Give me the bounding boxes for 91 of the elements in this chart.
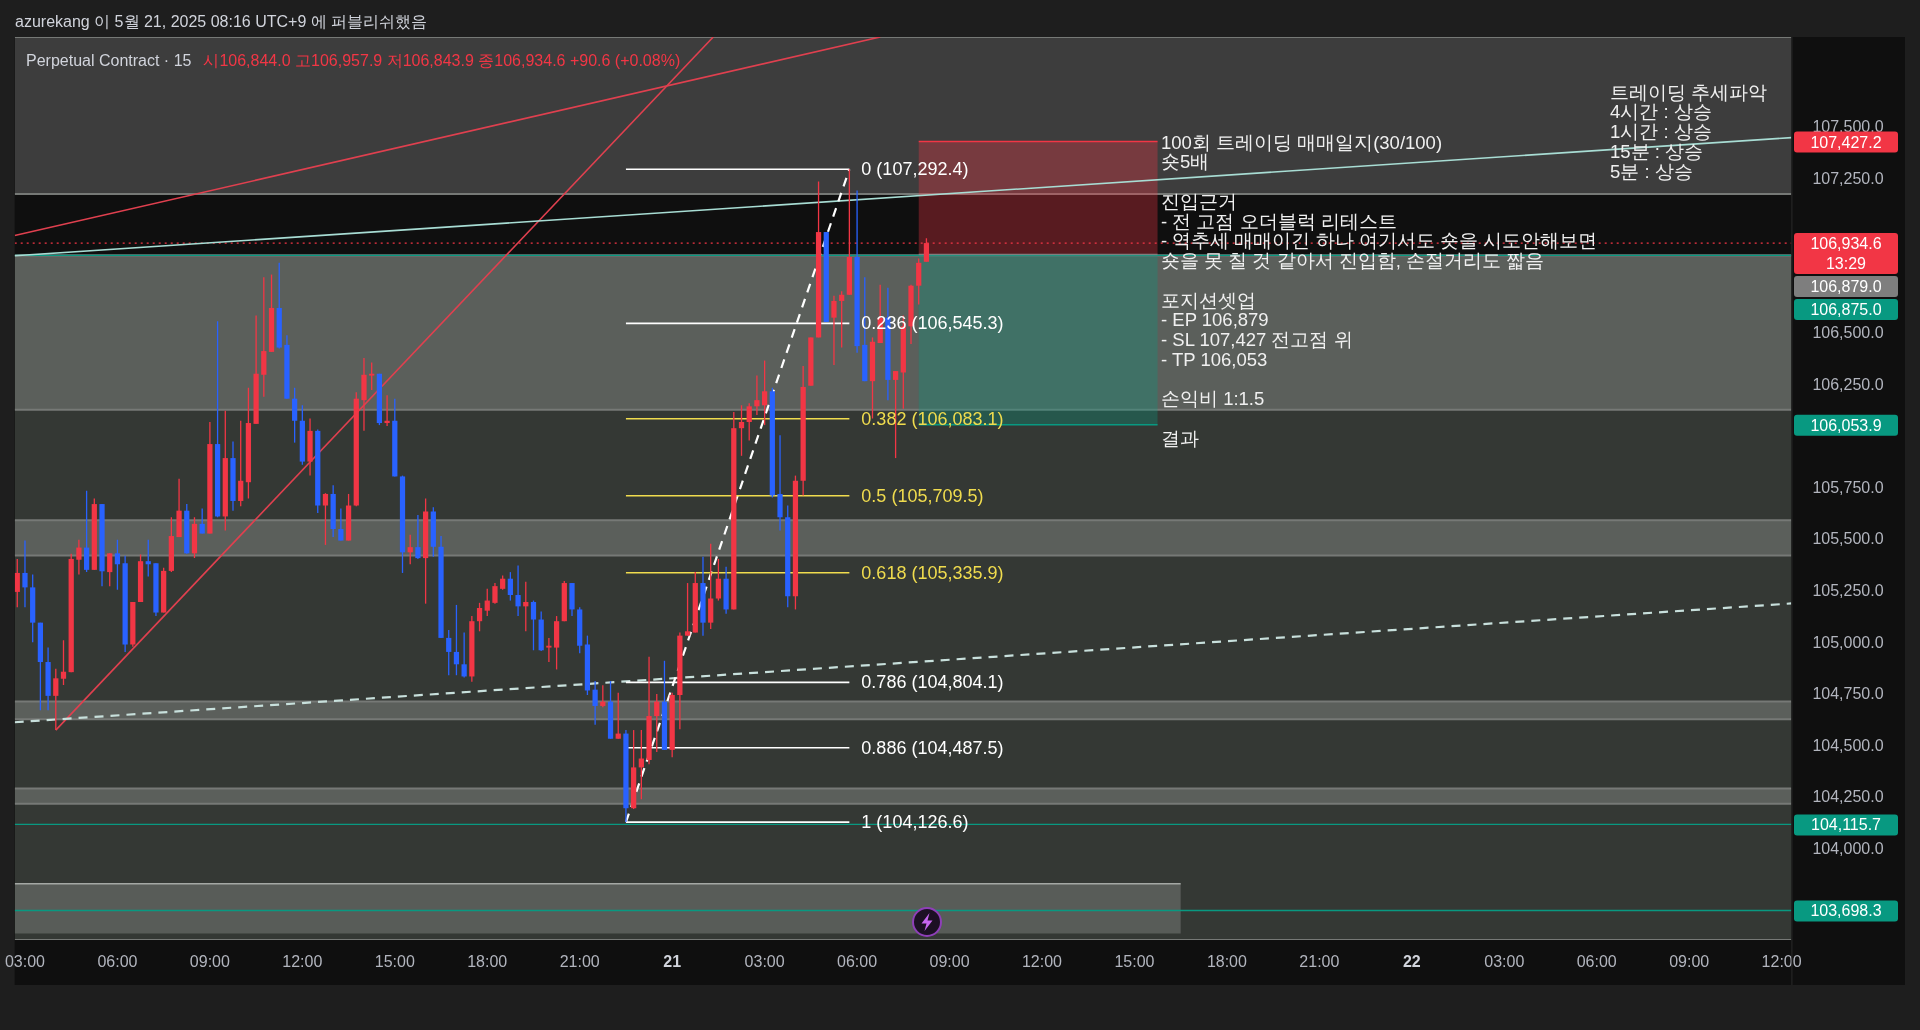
x-tick-label: 21:00 (1299, 952, 1340, 970)
x-tick-label: 22 (1402, 952, 1421, 970)
candlestick (762, 359, 768, 426)
y-tick-label: 105,750.0 (1812, 478, 1884, 496)
y-tick-label: 105,500.0 (1812, 530, 1884, 548)
candlestick (546, 637, 552, 663)
x-tick-label: 15:00 (1114, 952, 1155, 970)
y-tick-label: 104,250.0 (1812, 788, 1884, 806)
y-tick-label: 104,500.0 (1812, 736, 1884, 754)
x-tick-label: 03:00 (4, 952, 46, 970)
ref-line-label: 106,934.6 13:29 (1810, 235, 1882, 273)
candlestick (515, 564, 521, 617)
y-tick-label: 107,250.0 (1812, 169, 1884, 187)
y-tick-label: 104,750.0 (1812, 685, 1884, 703)
candlestick (754, 374, 760, 416)
candlestick (453, 604, 460, 676)
y-tick-label: 105,250.0 (1812, 581, 1884, 599)
candlestick (369, 361, 375, 391)
candlestick (492, 582, 498, 605)
ref-line-label: 104,115.7 (1811, 816, 1882, 834)
series-label: 0.886 (104,487.5) (861, 737, 1004, 758)
x-tick-label: 21 (663, 952, 682, 970)
candlestick (22, 539, 28, 608)
x-tick-label: 15:00 (374, 952, 415, 970)
text: 107,427.2 (1810, 133, 1882, 151)
text: 106,875.0 (1810, 301, 1882, 319)
x-tick-label: 03:00 (744, 952, 785, 970)
series-label: 0.5 (105,709.5) (861, 485, 984, 506)
ref-line-label: 103,698.3 (1810, 902, 1882, 920)
x-tick-label: 12:00 (282, 952, 323, 970)
x-tick-label: 21:00 (559, 952, 600, 970)
candlestick (322, 492, 329, 546)
candlestick (476, 602, 483, 632)
x-tick-label: 12:00 (1021, 952, 1063, 970)
x-tick-label: 12:00 (1761, 952, 1802, 970)
candlestick (916, 257, 922, 306)
candlestick (839, 290, 845, 349)
x-tick-label: 09:00 (929, 952, 970, 970)
text: 시106,844.0 고106,957.9 저106,843.9 종106,934.6 +90.6 (+0.08%) (203, 51, 681, 69)
candlestick (446, 629, 452, 676)
candlestick (199, 507, 205, 535)
x-tick-label: 09:00 (1669, 952, 1710, 970)
candlestick (292, 387, 298, 444)
series-label: 0 (107,292.4) (861, 159, 969, 180)
text: 106,879.0 (1810, 278, 1882, 296)
candlestick (461, 631, 467, 679)
candlestick (738, 404, 745, 457)
series-label: 1 (104,126.6) (861, 812, 969, 833)
y-tick-label: 106,250.0 (1812, 375, 1884, 393)
y-tick-label: 105,000.0 (1812, 633, 1884, 651)
candlestick (238, 420, 244, 507)
candlestick (831, 295, 837, 366)
candlestick (145, 539, 151, 578)
candlestick (777, 434, 783, 532)
text: Perpetual Contract · 15 (26, 51, 192, 69)
x-tick-label: 09:00 (189, 952, 230, 970)
candlestick (83, 490, 90, 573)
candlestick (76, 539, 82, 576)
series-label: 0.618 (105,335.9) (861, 562, 1004, 583)
candlestick (407, 534, 413, 565)
y-tick-label: 107,500.0 (1812, 118, 1884, 135)
text: 106,053.9 (1810, 416, 1882, 434)
series-label: 0.786 (104,804.1) (861, 672, 1004, 693)
candlestick (415, 514, 421, 560)
candlestick (53, 667, 59, 731)
y-tick-label: 106,500.0 (1812, 324, 1884, 342)
candlestick (114, 539, 121, 591)
x-tick-label: 06:00 (1576, 952, 1617, 970)
candlestick (684, 582, 691, 637)
candlestick (530, 599, 537, 651)
candlestick (615, 692, 621, 740)
x-tick-label: 06:00 (837, 952, 878, 970)
x-tick-label: 03:00 (1484, 952, 1525, 970)
candlestick (592, 680, 598, 726)
candlestick (60, 639, 67, 686)
candlestick (107, 552, 113, 587)
x-tick-label: 06:00 (97, 952, 138, 970)
candlestick (14, 558, 20, 608)
text: azurekang 이 5월 21, 2025 08:16 UTC+9 에 퍼블리쉬했음 (15, 12, 428, 30)
candlestick (261, 276, 267, 398)
candlestick (507, 571, 513, 602)
candlestick (654, 693, 660, 753)
y-tick-label: 104,000.0 (1812, 839, 1884, 857)
candlestick (746, 402, 752, 442)
candlestick (338, 507, 344, 542)
x-tick-label: 18:00 (1206, 952, 1248, 970)
x-tick-label: 18:00 (467, 952, 508, 970)
text: 100회 트레이딩 매매일지(30/100) 숏5배 진입근거 - 전 고점 오더블럭 리테스트 - 역추세 매매이긴 하나 여기서도 숏을 시도안해보면 숏을 못 칠 것 같아서 진입함, 손절거리도 짧음 포지션셋업 - EP 106,879 - SL 107,427 전고점 위 - TP 106,053 손익비 1:1.5 결과 (1161, 131, 1597, 449)
candlestick (384, 394, 390, 427)
candlestick (484, 588, 490, 617)
candlestick (715, 558, 722, 602)
